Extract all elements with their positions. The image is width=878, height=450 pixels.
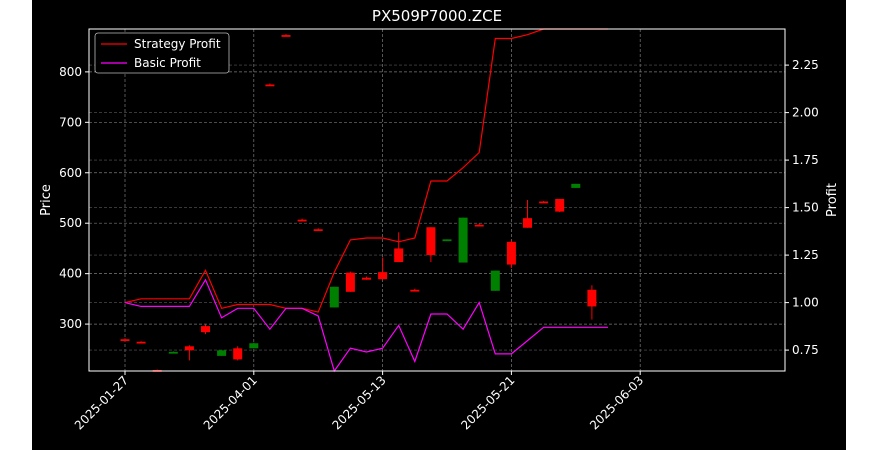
candle-body	[506, 241, 516, 265]
y-tick-label: 700	[59, 115, 82, 129]
candle-body	[168, 351, 178, 354]
candle-6	[217, 350, 227, 356]
candle-7	[233, 346, 243, 361]
candle-body	[217, 350, 227, 356]
candle-10	[281, 34, 291, 37]
candle-20	[442, 239, 452, 242]
candle-body	[313, 229, 323, 232]
candle-13	[329, 286, 339, 308]
y2-tick-label: 0.75	[792, 343, 819, 357]
candle-body	[426, 227, 436, 255]
y-tick-label: 300	[59, 317, 82, 331]
y2-axis-label: Profit	[825, 183, 840, 217]
candle-body	[249, 343, 259, 349]
legend-label-strategy-profit: Strategy Profit	[134, 37, 221, 51]
candle-23	[490, 270, 500, 291]
candle-body	[233, 348, 243, 360]
candle-body	[378, 272, 388, 280]
candle-8	[249, 342, 259, 349]
y2-tick-label: 1.75	[792, 153, 819, 167]
plot-frame	[88, 28, 786, 372]
series-line-strategy-profit	[124, 28, 608, 313]
candle-body	[345, 272, 355, 292]
plot-area	[89, 29, 785, 371]
y2-tick-label: 1.50	[792, 201, 819, 215]
y2-tick-label: 1.00	[792, 296, 819, 310]
candle-21	[458, 217, 468, 263]
candle-27	[555, 198, 565, 213]
candle-24	[506, 240, 516, 269]
candle-body	[571, 183, 581, 188]
y-axis-label: Price	[39, 184, 54, 216]
candle-17	[394, 232, 404, 263]
candle-body	[362, 277, 371, 280]
candle-26	[539, 201, 549, 204]
candles	[120, 34, 597, 372]
candle-5	[201, 324, 210, 335]
legend: Strategy Profit Basic Profit	[94, 32, 230, 74]
candle-body	[474, 224, 484, 227]
candle-9	[265, 83, 275, 87]
candle-body	[184, 346, 194, 351]
candle-15	[362, 276, 371, 280]
profit-lines	[124, 28, 608, 373]
y-tick-label: 400	[59, 267, 82, 281]
candle-29	[587, 285, 597, 320]
candle-4	[184, 345, 194, 361]
chart-title: PX509P7000.ZCE	[372, 7, 502, 25]
candle-11	[297, 218, 307, 222]
candle-body	[120, 339, 130, 342]
candle-12	[313, 228, 323, 232]
y2-tick-label: 2.25	[792, 58, 819, 72]
y2-tick-label: 2.00	[792, 106, 819, 120]
candle-body	[201, 326, 210, 333]
candle-body	[394, 248, 404, 263]
candle-16	[378, 257, 388, 280]
candle-body	[458, 217, 468, 263]
candle-body	[442, 239, 452, 242]
candle-25	[523, 200, 532, 228]
legend-box	[94, 32, 230, 74]
candle-28	[571, 183, 581, 188]
candle-body	[297, 219, 307, 222]
candle-body	[136, 341, 146, 344]
y2-tick-label: 1.25	[792, 248, 819, 262]
y-tick-label: 600	[59, 166, 82, 180]
candle-body	[329, 286, 339, 308]
grid	[89, 29, 785, 371]
candle-22	[474, 223, 484, 227]
candle-0	[120, 338, 130, 342]
candle-body	[539, 201, 549, 204]
y-tick-label: 800	[59, 65, 82, 79]
candle-body	[281, 35, 291, 37]
candle-body	[555, 198, 565, 212]
y-tick-label: 500	[59, 216, 82, 230]
candle-19	[426, 227, 436, 263]
candle-body	[523, 218, 532, 228]
candle-body	[587, 289, 597, 307]
candle-18	[410, 288, 420, 292]
candle-body	[490, 270, 500, 291]
candle-body	[410, 289, 420, 292]
series-line-basic-profit	[124, 278, 608, 373]
candle-1	[136, 341, 146, 344]
candle-body	[265, 84, 275, 87]
legend-label-basic-profit: Basic Profit	[134, 56, 201, 70]
candle-14	[345, 271, 355, 292]
candle-3	[168, 351, 178, 354]
